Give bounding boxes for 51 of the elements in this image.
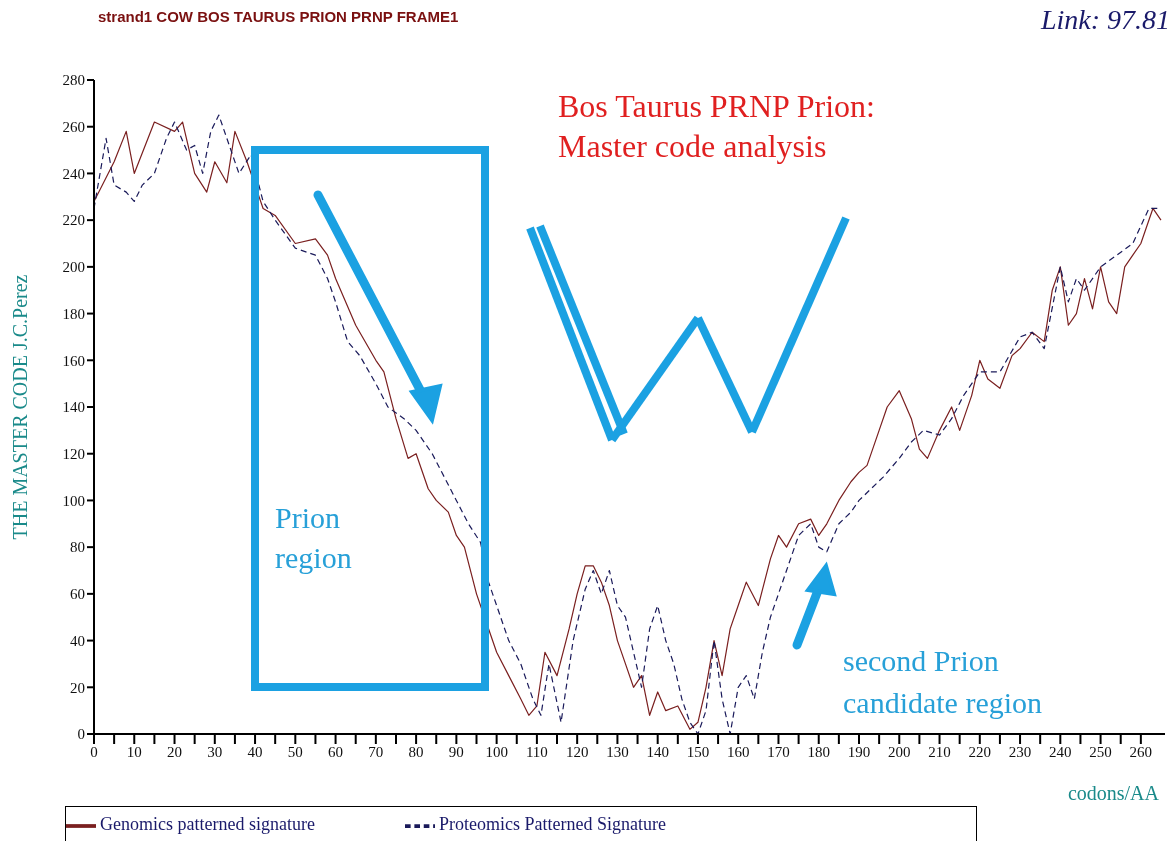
- x-axis-title: codons/AA: [1067, 782, 1160, 804]
- x-tick-label: 210: [928, 743, 951, 760]
- x-tick-label: 150: [686, 743, 710, 760]
- x-tick-label: 260: [1129, 743, 1153, 760]
- x-tick-label: 50: [287, 743, 303, 760]
- x-tick-label: 40: [247, 743, 263, 760]
- legend-label: Proteomics Patterned Signature: [438, 814, 666, 835]
- x-tick-label: 60: [328, 743, 344, 760]
- annotation: second Prion candidate region: [843, 643, 1044, 721]
- y-tick-label: 260: [62, 119, 85, 136]
- x-tick-label: 30: [207, 743, 223, 760]
- y-tick-label: 80: [70, 539, 85, 556]
- y-tick-label: 120: [62, 446, 85, 463]
- x-tick-label: 160: [726, 743, 750, 760]
- y-tick-label: 100: [62, 492, 85, 509]
- x-tick-label: 200: [888, 743, 911, 760]
- x-tick-label: 140: [646, 743, 669, 760]
- x-tick-label: 20: [167, 743, 183, 760]
- x-tick-label: 180: [807, 743, 830, 760]
- legend-label: Genomics patterned signature: [100, 814, 315, 835]
- x-tick-label: 80: [408, 743, 424, 760]
- chart-title: strand1 COW BOS TAURUS PRION PRNP FRAME1: [98, 8, 459, 25]
- y-tick-label: 0: [77, 726, 85, 743]
- y-tick-label: 140: [62, 399, 85, 416]
- x-tick-label: 70: [368, 743, 384, 760]
- x-tick-label: 110: [525, 743, 548, 760]
- x-tick-label: 250: [1089, 743, 1112, 760]
- y-tick-label: 60: [70, 586, 85, 603]
- y-tick-label: 200: [62, 259, 85, 276]
- x-tick-label: 130: [606, 743, 629, 760]
- annotation: Bos Taurus PRNP Prion: Master code analysis: [558, 87, 876, 166]
- x-tick-label: 90: [448, 743, 464, 760]
- x-tick-label: 170: [767, 743, 790, 760]
- y-tick-label: 220: [62, 212, 85, 229]
- y-tick-label: 20: [70, 679, 85, 696]
- x-tick-label: 10: [126, 743, 142, 760]
- y-tick-label: 180: [62, 305, 85, 322]
- x-tick-label: 190: [847, 743, 871, 760]
- x-tick-label: 240: [1049, 743, 1072, 760]
- x-tick-label: 100: [485, 743, 508, 760]
- x-tick-label: 0: [90, 743, 98, 760]
- x-tick-label: 230: [1008, 743, 1032, 760]
- x-tick-label: 120: [565, 743, 589, 760]
- text: Link: 97.81: [1039, 4, 1170, 36]
- annotation: Prion region: [275, 500, 353, 576]
- y-tick-label: 160: [62, 352, 85, 369]
- y-axis-title: THE MASTER CODE J.C.Perez: [9, 274, 32, 540]
- y-tick-label: 280: [62, 72, 85, 89]
- x-tick-label: 220: [968, 743, 992, 760]
- y-tick-label: 240: [62, 165, 85, 182]
- y-tick-label: 40: [70, 632, 85, 649]
